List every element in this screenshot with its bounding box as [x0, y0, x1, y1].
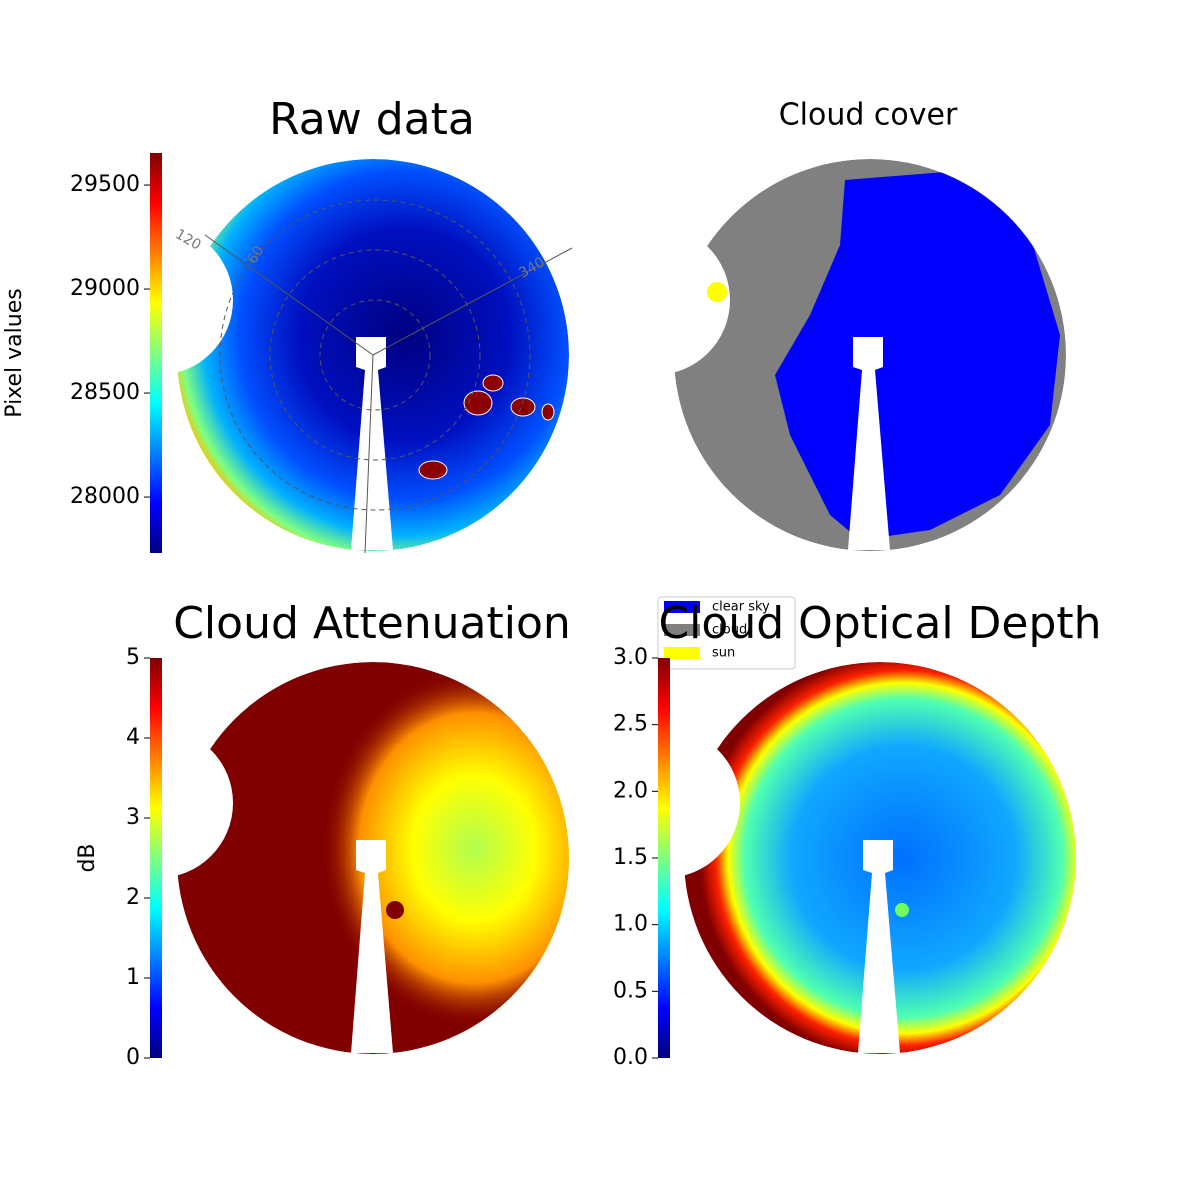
colorbar-tick-label: 0.0 [613, 1045, 648, 1070]
colorbar-tick-label: 0.5 [613, 978, 648, 1003]
dark-spot [386, 901, 404, 919]
colorbar-label: Pixel values [2, 288, 27, 417]
polar-ray [364, 354, 374, 554]
panel-title: Raw data [269, 94, 475, 145]
camera-mast [858, 840, 900, 1053]
legend-swatch [664, 647, 700, 659]
colorbar-label: dB [75, 843, 100, 872]
colorbar-tick-label: 0 [126, 1045, 140, 1070]
colorbar [658, 658, 670, 1058]
colorbar-tick-label: 28500 [70, 380, 140, 405]
cloud-patch [510, 397, 536, 417]
legend-label: cloud [712, 623, 747, 638]
cloud-patch [463, 390, 493, 416]
camera-mast [848, 337, 890, 550]
polar-ray [372, 247, 573, 356]
legend: clear sky cloud sun [657, 596, 796, 670]
colorbar-tick-label: 3.0 [613, 645, 648, 670]
colorbar-tick-label: 1 [126, 965, 140, 990]
panel-title: Cloud Optical Depth [658, 598, 1101, 649]
colorbar-tick-label: 29500 [70, 172, 140, 197]
cloud-patch [482, 374, 504, 392]
sun-marker [707, 282, 727, 302]
colorbar-tick-label: 3 [126, 805, 140, 830]
legend-label: sun [712, 646, 735, 661]
colorbar [150, 658, 162, 1058]
cloud-patch [418, 460, 448, 480]
camera-mast [351, 337, 393, 550]
polar-circle [219, 199, 531, 511]
polar-label: 60 [245, 243, 268, 266]
colorbar-tick-label: 2 [126, 885, 140, 910]
polar-circle [269, 249, 481, 461]
polar-label: 120 [172, 226, 203, 253]
panel: clear sky cloud sun [657, 159, 1066, 670]
panel: 0 1 2 3 4 5 dB [75, 645, 583, 1070]
colorbar-tick-label: 28000 [70, 484, 140, 509]
colorbar-tick-label: 4 [126, 725, 140, 750]
colorbar-tick-label: 5 [126, 645, 140, 670]
panel-title: Cloud Attenuation [173, 598, 571, 649]
cloud-patch [541, 403, 555, 421]
colorbar-tick-label: 1.5 [613, 845, 648, 870]
colorbar-tick-label: 2.5 [613, 712, 648, 737]
spot [895, 903, 909, 917]
panel: 0.0 0.5 1.0 1.5 2.0 2.5 3.0 [613, 645, 1076, 1070]
polar-ray [204, 234, 374, 356]
legend-label: clear sky [712, 600, 770, 615]
polar-circle [319, 299, 431, 411]
colorbar-tick-label: 29000 [70, 276, 140, 301]
panel-title: Cloud cover [779, 98, 958, 133]
colorbar-tick-label: 1.0 [613, 912, 648, 937]
colorbar-tick-label: 2.0 [613, 778, 648, 803]
colorbar [150, 153, 162, 553]
legend-swatch [664, 624, 700, 636]
attenuation-field [243, 648, 583, 1048]
polar-grid [204, 199, 573, 554]
camera-mast [351, 840, 393, 1053]
clear-sky-region [775, 170, 1060, 540]
legend-swatch [664, 601, 700, 613]
